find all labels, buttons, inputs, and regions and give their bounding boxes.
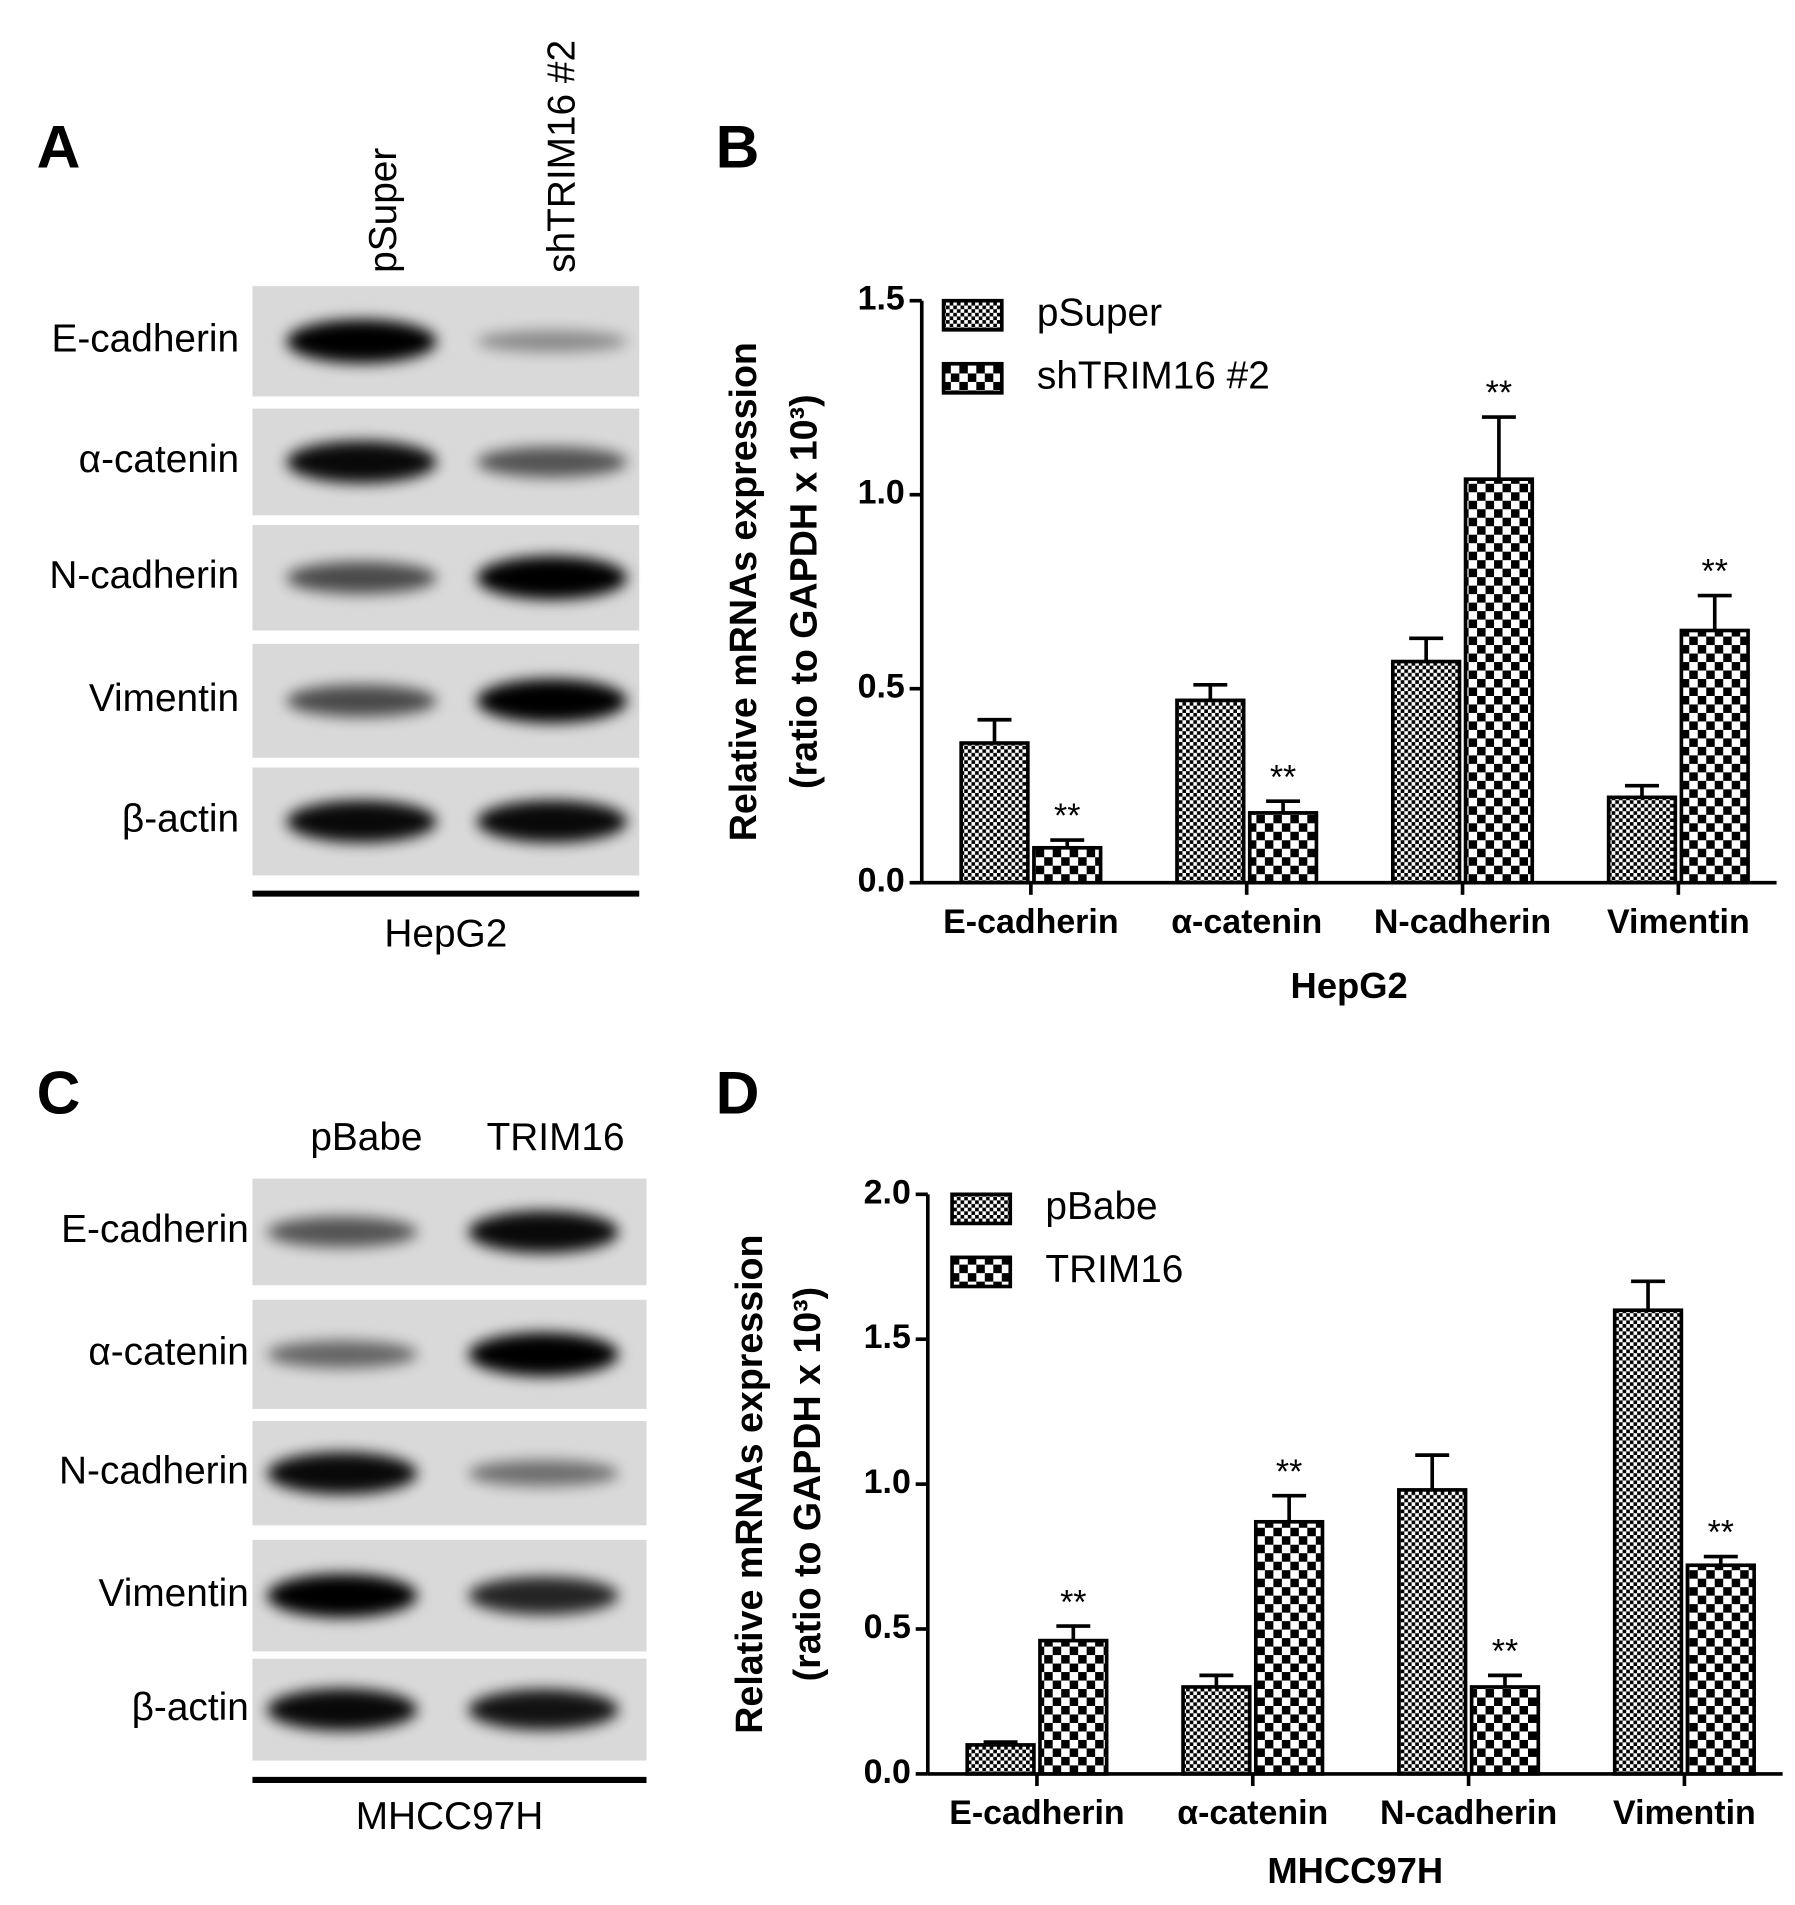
x-tick-label: α-catenin <box>1171 903 1322 941</box>
protein-label: Vimentin <box>89 677 239 720</box>
bar <box>1397 1488 1468 1776</box>
blot-band <box>476 679 628 723</box>
blot-band <box>286 684 437 717</box>
legend-label: pBabe <box>1045 1185 1157 1228</box>
bar <box>1685 1563 1756 1776</box>
blot-band <box>266 1340 418 1369</box>
blot-band <box>476 330 628 353</box>
bar <box>1253 1519 1325 1776</box>
y-tick-label: 0.0 <box>858 862 905 900</box>
blot-band <box>468 1210 619 1254</box>
protein-label: N-cadherin <box>49 554 239 597</box>
protein-label: α-catenin <box>79 438 239 481</box>
significance-label: ** <box>1492 1633 1518 1671</box>
significance-label: ** <box>1270 758 1296 796</box>
cell-line-label: MHCC97H <box>356 1795 544 1838</box>
bar <box>1612 1308 1684 1776</box>
bar <box>1175 698 1246 885</box>
bar <box>1679 628 1750 885</box>
blot-band <box>476 446 628 478</box>
protein-label: E-cadherin <box>61 1208 249 1251</box>
significance-label: ** <box>1486 374 1512 412</box>
blot-band <box>468 1576 619 1615</box>
lane-label: shTRIM16 #2 <box>540 40 583 273</box>
y-axis-label: (ratio to GAPDH x 10³) <box>782 394 824 789</box>
bar <box>1606 795 1678 885</box>
x-tick-label: α-catenin <box>1177 1794 1328 1832</box>
blot-band <box>286 561 437 594</box>
x-axis-label: MHCC97H <box>1267 1850 1443 1891</box>
y-tick-label: 1.0 <box>864 1463 911 1501</box>
lane-label: TRIM16 <box>487 1116 625 1159</box>
x-tick-label: Vimentin <box>1613 1794 1756 1832</box>
significance-label: ** <box>1276 1453 1302 1491</box>
significance-label: ** <box>1702 553 1728 591</box>
x-tick-label: N-cadherin <box>1380 1794 1557 1832</box>
blot-band <box>476 555 628 600</box>
y-tick-label: 2.0 <box>864 1173 911 1211</box>
bar <box>1181 1685 1252 1776</box>
bar <box>1038 1638 1109 1776</box>
y-axis-label: Relative mRNAs expression <box>728 1235 770 1734</box>
y-tick-label: 0.5 <box>858 668 905 706</box>
blot-band <box>468 1460 619 1487</box>
legend-label: TRIM16 <box>1045 1248 1183 1291</box>
panel-letter: D <box>716 1058 760 1126</box>
protein-label: E-cadherin <box>51 318 239 361</box>
y-tick-label: 0.0 <box>864 1753 911 1791</box>
protein-label: Vimentin <box>99 1572 249 1615</box>
legend-swatch <box>941 361 1004 395</box>
bar <box>1247 811 1319 885</box>
blot-band <box>286 319 437 364</box>
legend-swatch <box>950 1192 1013 1226</box>
blot-band <box>468 1332 619 1377</box>
significance-label: ** <box>1054 797 1080 835</box>
blot-band <box>286 440 437 484</box>
bar <box>965 1743 1036 1776</box>
significance-label: ** <box>1060 1583 1086 1621</box>
lane-label: pBabe <box>310 1116 422 1159</box>
protein-label: β-actin <box>122 798 239 841</box>
x-tick-label: E-cadherin <box>943 903 1118 941</box>
bar <box>1390 659 1462 885</box>
blot-band <box>286 800 437 843</box>
y-tick-label: 1.5 <box>858 280 905 318</box>
blot-band <box>468 1689 619 1731</box>
panel-letter: C <box>37 1058 81 1126</box>
y-tick-label: 1.5 <box>864 1318 911 1356</box>
x-tick-label: E-cadherin <box>949 1794 1124 1832</box>
legend-label: shTRIM16 #2 <box>1037 355 1270 398</box>
blot-band <box>266 1216 418 1248</box>
protein-label: β-actin <box>132 1686 249 1729</box>
legend-swatch <box>950 1255 1013 1289</box>
legend-label: pSuper <box>1037 292 1162 335</box>
bar <box>1032 845 1103 885</box>
blot-band <box>266 1688 418 1731</box>
y-tick-label: 1.0 <box>858 474 905 512</box>
blot-band <box>266 1573 418 1618</box>
y-axis-label: (ratio to GAPDH x 10³) <box>786 1287 828 1682</box>
protein-label: N-cadherin <box>59 1449 249 1492</box>
y-axis-label: Relative mRNAs expression <box>722 342 764 841</box>
blot-band <box>266 1452 418 1495</box>
bar <box>1463 477 1535 885</box>
bar <box>1469 1685 1541 1776</box>
cell-line-label: HepG2 <box>384 912 507 955</box>
bar <box>959 741 1030 885</box>
significance-label: ** <box>1708 1514 1734 1552</box>
blot-band <box>476 800 628 843</box>
x-tick-label: Vimentin <box>1607 903 1750 941</box>
y-tick-label: 0.5 <box>864 1608 911 1646</box>
legend-swatch <box>941 298 1004 332</box>
x-axis-label: HepG2 <box>1291 965 1408 1006</box>
panel-letter: A <box>37 113 81 181</box>
protein-label: α-catenin <box>88 1331 248 1374</box>
panel-letter: B <box>716 113 760 181</box>
x-tick-label: N-cadherin <box>1374 903 1551 941</box>
lane-label: pSuper <box>362 148 405 273</box>
